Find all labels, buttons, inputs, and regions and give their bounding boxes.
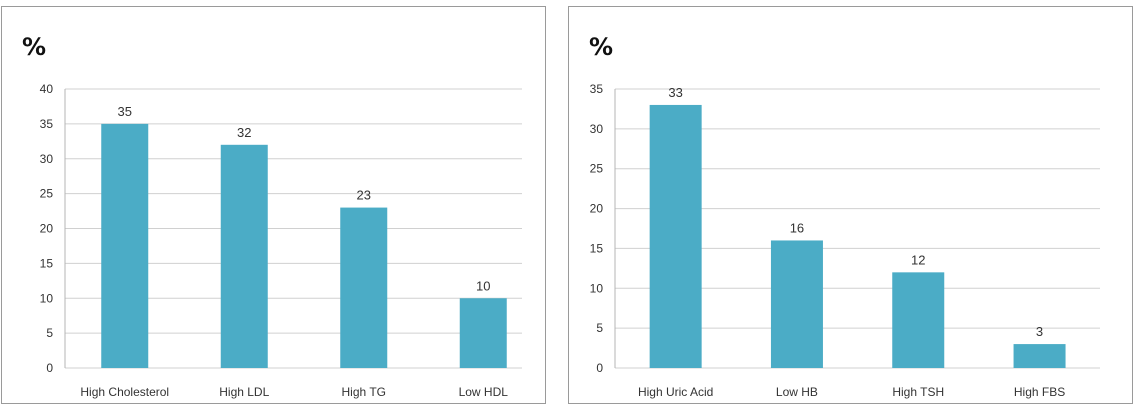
y-tick-label: 20 (590, 202, 604, 216)
y-tick-label: 25 (40, 187, 54, 201)
y-axis-unit-label: % (589, 33, 614, 61)
category-label: Low HDL (459, 385, 509, 399)
chart-panel-left: % 0 5 10 15 20 25 30 35 40 35 High Cholesterol 32 Hi… (1, 6, 546, 404)
y-tick-label: 5 (596, 321, 603, 335)
data-label: 16 (790, 220, 804, 235)
data-label: 3 (1036, 324, 1043, 339)
y-tick-label: 0 (46, 361, 53, 375)
bar (340, 207, 388, 368)
data-label: 35 (118, 104, 132, 119)
category-label: High Cholesterol (80, 385, 169, 399)
y-axis-unit-label: % (22, 33, 47, 61)
chart-panel-right: % 0 5 10 15 20 25 30 35 33 High Uric Acid 16 Low HB… (568, 6, 1133, 404)
y-tick-label: 10 (40, 291, 54, 305)
category-label: High TSH (892, 385, 944, 399)
y-tick-label: 30 (590, 122, 604, 136)
y-tick-label: 25 (590, 162, 604, 176)
data-label: 10 (476, 278, 490, 293)
y-tick-label: 15 (590, 241, 604, 255)
category-label: High TG (342, 385, 386, 399)
y-tick-label: 5 (46, 326, 53, 340)
category-label: High LDL (219, 385, 269, 399)
bar (220, 144, 268, 368)
category-label: Low HB (776, 385, 818, 399)
data-label: 12 (911, 252, 925, 267)
category-label: High FBS (1014, 385, 1065, 399)
bar (892, 272, 945, 368)
y-tick-label: 30 (40, 152, 54, 166)
y-tick-label: 15 (40, 256, 54, 270)
bar (649, 104, 702, 368)
bar (770, 240, 823, 368)
data-label: 23 (357, 188, 371, 203)
data-label: 32 (237, 125, 251, 140)
category-label: High Uric Acid (638, 385, 713, 399)
y-tick-label: 35 (590, 82, 604, 96)
y-tick-label: 20 (40, 222, 54, 236)
y-tick-label: 40 (40, 82, 54, 96)
y-tick-label: 0 (596, 361, 603, 375)
y-tick-label: 35 (40, 117, 54, 131)
bar (459, 298, 507, 368)
bar (1013, 344, 1066, 368)
bar-chart-right: 0 5 10 15 20 25 30 35 33 High Uric Acid 16 Low HB 12… (590, 82, 1100, 399)
y-tick-label: 10 (590, 281, 604, 295)
bar (101, 123, 149, 368)
data-label: 33 (668, 85, 682, 100)
bar-chart-left: 0 5 10 15 20 25 30 35 40 35 High Cholesterol 32 High… (40, 82, 522, 399)
